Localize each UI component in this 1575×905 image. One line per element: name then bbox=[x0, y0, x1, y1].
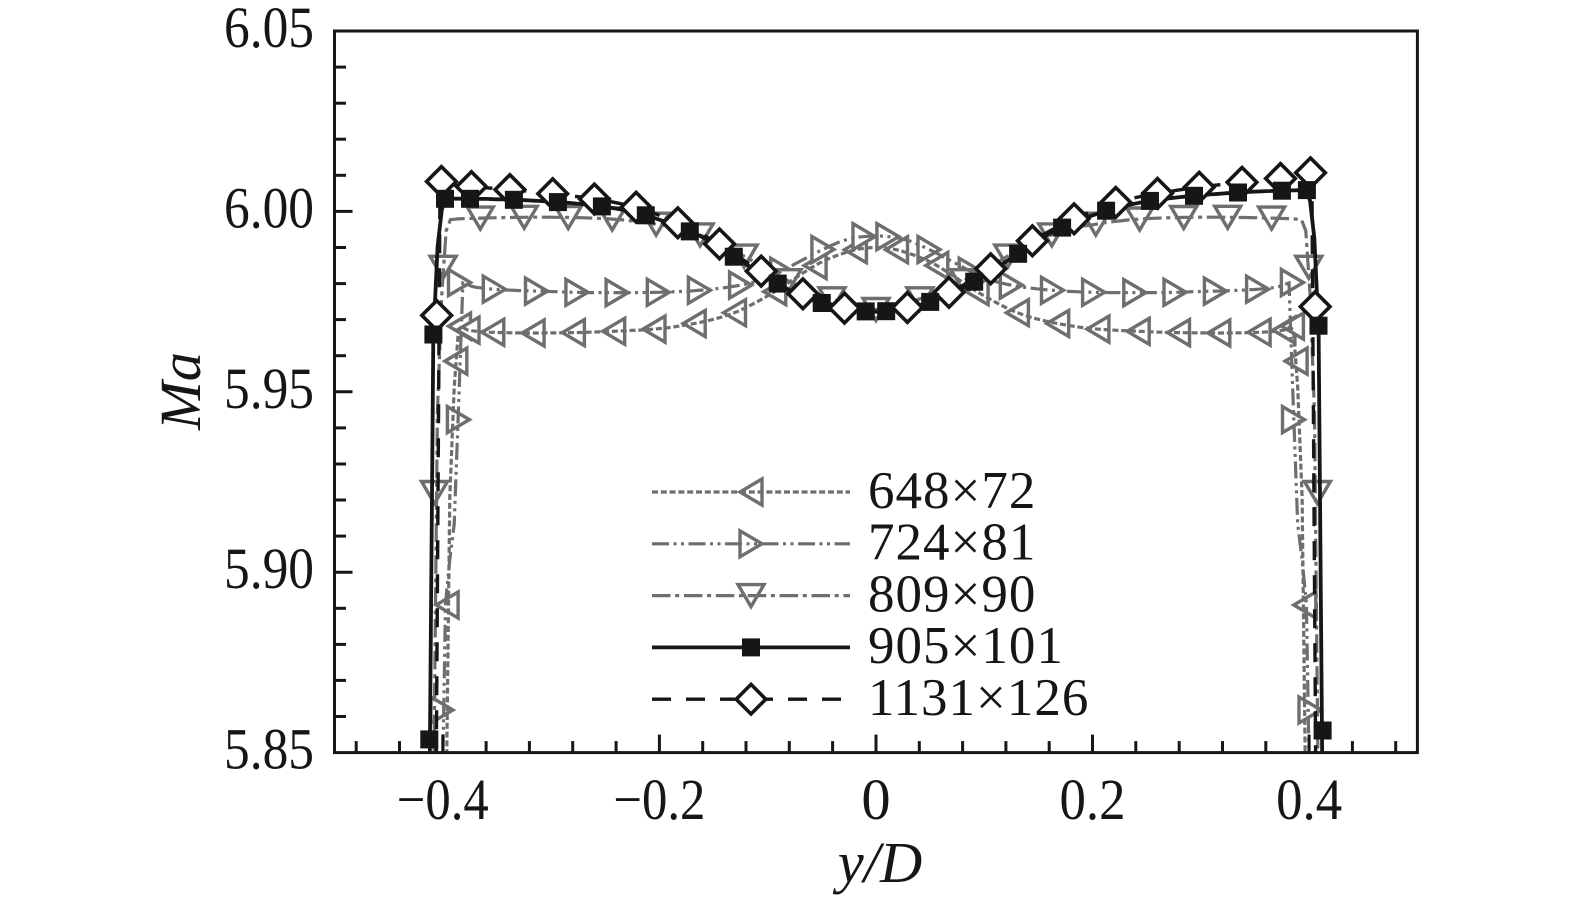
svg-text:0.2: 0.2 bbox=[1060, 767, 1126, 832]
svg-text:6.05: 6.05 bbox=[224, 0, 314, 60]
svg-text:0: 0 bbox=[861, 767, 890, 832]
svg-text:−0.4: −0.4 bbox=[397, 767, 489, 832]
svg-text:y/D: y/D bbox=[833, 830, 922, 895]
svg-text:809×90: 809×90 bbox=[868, 565, 1036, 623]
svg-text:648×72: 648×72 bbox=[868, 462, 1036, 520]
svg-text:5.95: 5.95 bbox=[224, 356, 314, 421]
svg-text:5.85: 5.85 bbox=[224, 717, 314, 782]
svg-text:6.00: 6.00 bbox=[224, 175, 314, 240]
svg-text:5.90: 5.90 bbox=[224, 536, 314, 601]
svg-text:−0.2: −0.2 bbox=[613, 767, 705, 832]
svg-text:724×81: 724×81 bbox=[868, 514, 1036, 572]
svg-text:Ma: Ma bbox=[148, 352, 213, 431]
svg-text:905×101: 905×101 bbox=[868, 617, 1064, 675]
svg-text:1131×126: 1131×126 bbox=[868, 669, 1089, 727]
svg-text:0.4: 0.4 bbox=[1276, 767, 1342, 832]
